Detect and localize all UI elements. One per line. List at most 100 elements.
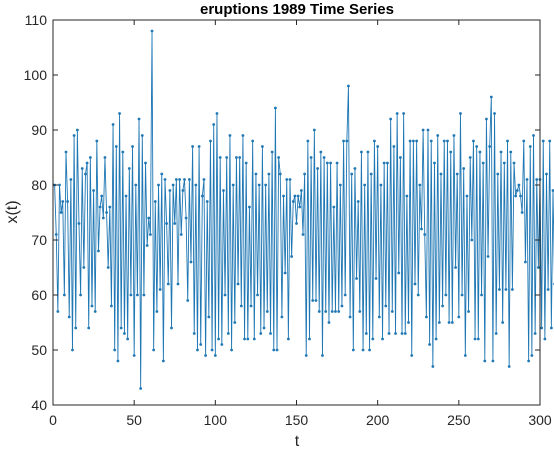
- data-point: [360, 150, 363, 154]
- x-tick-label: 150: [285, 412, 309, 428]
- data-point: [515, 189, 519, 192]
- data-point: [59, 211, 63, 214]
- data-point: [69, 178, 73, 181]
- data-point: [480, 293, 483, 297]
- data-point: [374, 277, 378, 280]
- data-point: [366, 150, 370, 154]
- data-point: [213, 354, 217, 357]
- data-point: [236, 282, 240, 286]
- data-point: [317, 310, 321, 313]
- data-point: [407, 321, 410, 324]
- data-point: [447, 321, 451, 324]
- data-point: [235, 156, 238, 159]
- x-axis-label: t: [295, 433, 300, 449]
- data-point: [415, 139, 419, 143]
- data-point: [129, 293, 133, 297]
- y-axis-label: x(t): [4, 200, 21, 223]
- data-point: [420, 227, 423, 231]
- data-point: [150, 29, 154, 33]
- data-point: [149, 233, 152, 236]
- data-point: [369, 172, 373, 176]
- data-point: [418, 183, 422, 187]
- data-point: [67, 315, 71, 319]
- data-point: [540, 326, 544, 330]
- data-point: [217, 337, 220, 341]
- data-point: [248, 205, 251, 209]
- data-point: [389, 117, 393, 121]
- data-point: [147, 216, 151, 220]
- x-tick-label: 250: [447, 412, 471, 428]
- data-point: [371, 337, 375, 341]
- data-point: [168, 189, 172, 192]
- data-point: [502, 161, 506, 165]
- data-point: [293, 194, 297, 198]
- data-point: [478, 150, 482, 154]
- data-point: [171, 183, 175, 187]
- data-point: [228, 134, 232, 137]
- data-point: [504, 288, 508, 291]
- data-point: [270, 150, 274, 154]
- data-point: [244, 161, 248, 165]
- data-point: [71, 348, 74, 352]
- data-point: [98, 205, 102, 209]
- y-tick-label: 110: [25, 12, 48, 28]
- data-point: [431, 365, 435, 368]
- data-point: [298, 205, 302, 209]
- data-point: [377, 315, 381, 319]
- data-point: [61, 200, 65, 203]
- data-point: [525, 178, 529, 181]
- x-tick-label: 0: [49, 412, 57, 428]
- data-point: [181, 189, 185, 192]
- data-point: [225, 156, 229, 159]
- data-point: [153, 200, 157, 203]
- data-point: [463, 354, 467, 357]
- data-point: [54, 233, 58, 236]
- data-point: [72, 134, 76, 137]
- data-point: [335, 161, 339, 165]
- data-point: [283, 271, 287, 275]
- data-point: [119, 326, 123, 330]
- data-point: [499, 150, 503, 154]
- data-point: [126, 337, 130, 341]
- data-point: [465, 194, 469, 198]
- data-point: [186, 299, 190, 302]
- data-point: [392, 145, 396, 148]
- x-axis: 0 50 100 150 200 250 300: [49, 20, 552, 428]
- data-point: [136, 293, 139, 297]
- data-point: [441, 304, 444, 308]
- data-point: [481, 161, 485, 165]
- data-point: [223, 293, 227, 297]
- data-point: [485, 117, 488, 121]
- data-point: [139, 387, 143, 390]
- data-point: [103, 156, 107, 159]
- data-point: [398, 156, 402, 159]
- data-point: [523, 260, 527, 264]
- data-point: [58, 183, 61, 187]
- data-point: [535, 178, 539, 181]
- data-point: [376, 145, 380, 148]
- data-point: [261, 145, 264, 148]
- data-point: [118, 112, 121, 115]
- data-point: [511, 288, 514, 291]
- data-point: [79, 293, 82, 297]
- data-point: [189, 260, 193, 264]
- y-tick-label: 100: [24, 67, 48, 83]
- data-point: [455, 172, 459, 176]
- data-point: [269, 332, 272, 335]
- data-point: [192, 332, 196, 335]
- data-point: [470, 238, 474, 242]
- data-point: [155, 310, 159, 313]
- data-point: [226, 332, 230, 335]
- data-point: [299, 189, 303, 192]
- data-point: [241, 134, 245, 137]
- data-point: [347, 84, 350, 88]
- data-point: [116, 359, 120, 363]
- data-point: [272, 348, 276, 352]
- data-point: [533, 332, 537, 335]
- data-point: [197, 145, 201, 148]
- y-tick-label: 40: [31, 397, 47, 413]
- data-point: [548, 139, 552, 143]
- data-point: [353, 167, 357, 170]
- data-point: [194, 183, 198, 187]
- data-point: [304, 354, 308, 357]
